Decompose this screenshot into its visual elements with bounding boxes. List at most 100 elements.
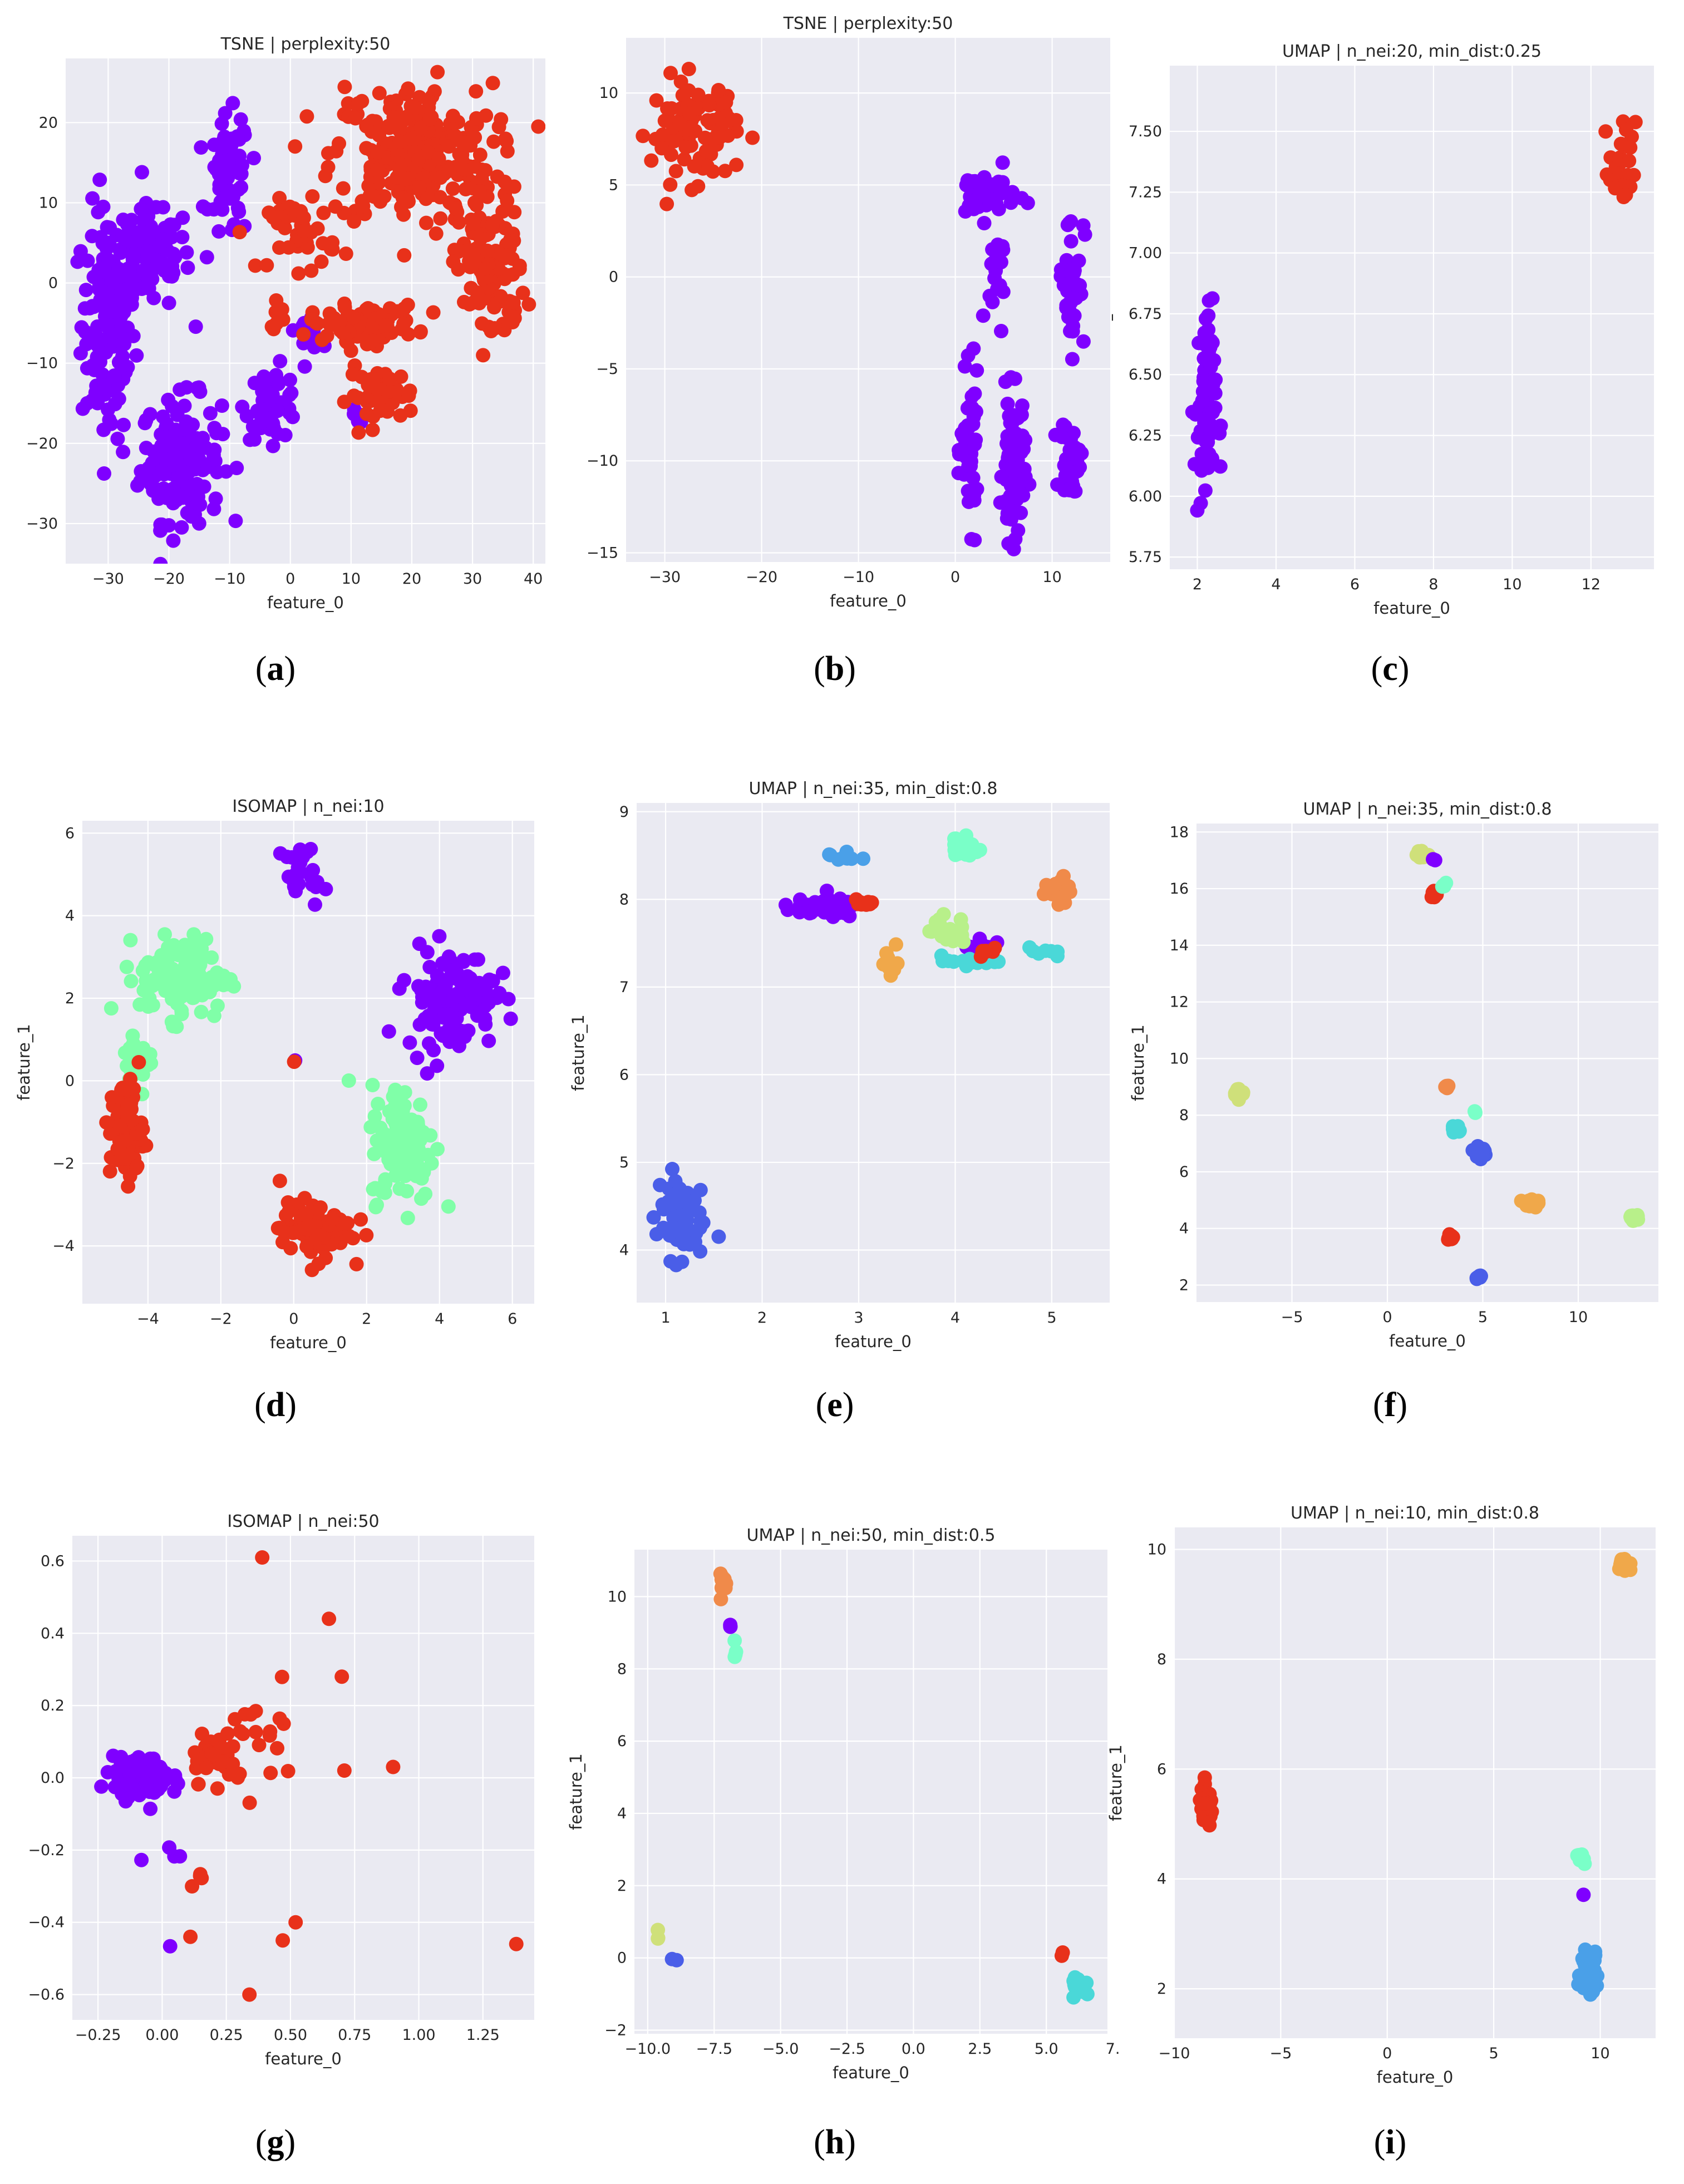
y-tick-label: 8 xyxy=(1157,1651,1166,1668)
scatter-point xyxy=(1039,877,1054,893)
scatter-point xyxy=(285,1225,301,1240)
scatter-point xyxy=(297,224,312,238)
scatter-point xyxy=(778,898,793,913)
y-tick-label: 6 xyxy=(619,1066,629,1083)
scatter-point xyxy=(311,1227,326,1243)
chart-title: UMAP | n_nei:50, min_dist:0.5 xyxy=(747,1526,996,1545)
scatter-point xyxy=(232,204,247,219)
scatter-point xyxy=(984,177,999,192)
scatter-point xyxy=(842,909,857,924)
y-tick-label: 10 xyxy=(1170,1050,1189,1067)
y-tick-label: 8 xyxy=(619,891,629,908)
scatter-point xyxy=(183,1929,198,1944)
scatter-point xyxy=(229,461,244,475)
scatter-point xyxy=(274,1669,289,1684)
scatter-point xyxy=(199,250,214,265)
scatter-point xyxy=(1050,949,1065,964)
scatter-point xyxy=(354,369,369,384)
scatter-point xyxy=(952,443,966,457)
scatter-point xyxy=(347,214,362,229)
scatter-point xyxy=(373,1120,388,1135)
scatter-point xyxy=(359,302,374,317)
scatter-point xyxy=(310,316,325,331)
scatter-point xyxy=(209,162,224,177)
series-lime xyxy=(1623,1208,1646,1228)
x-tick-label: 0.00 xyxy=(145,2027,179,2044)
scatter-point xyxy=(296,327,311,342)
x-axis-label: feature_0 xyxy=(1389,1332,1466,1350)
y-tick-label: 6.75 xyxy=(1129,305,1162,323)
scatter-point xyxy=(531,119,545,134)
scatter-points xyxy=(1185,114,1643,518)
scatter-point xyxy=(485,218,500,233)
series-purple xyxy=(273,842,518,1081)
scatter-point xyxy=(349,1256,364,1271)
scatter-point xyxy=(471,952,485,967)
scatter-point xyxy=(455,977,470,992)
scatter-point xyxy=(723,1619,738,1634)
scatter-point xyxy=(397,973,412,988)
scatter-point xyxy=(100,319,115,334)
scatter-point xyxy=(1194,463,1209,478)
y-tick-label: 18 xyxy=(1170,824,1189,841)
series-purple xyxy=(70,96,368,564)
scatter-point xyxy=(88,386,104,401)
x-tick-label: 30 xyxy=(463,570,482,588)
scatter-point xyxy=(123,933,138,948)
scatter-point xyxy=(441,139,456,154)
x-tick-label: 12 xyxy=(1582,576,1601,593)
scatter-point xyxy=(163,1939,178,1954)
scatter-point xyxy=(712,130,727,145)
scatter-point xyxy=(110,431,125,446)
scatter-point xyxy=(961,458,976,473)
scatter-point xyxy=(143,1801,158,1816)
scatter-point xyxy=(401,81,416,96)
x-tick-label: 40 xyxy=(524,570,543,588)
scatter-point xyxy=(1055,430,1070,445)
scatter-point xyxy=(462,996,477,1010)
scatter-point xyxy=(145,272,160,287)
y-tick-label: 20 xyxy=(39,114,58,131)
scatter-point xyxy=(277,220,292,235)
series-red xyxy=(232,65,545,440)
scatter-point xyxy=(392,162,407,177)
scatter-point xyxy=(474,171,489,186)
plot-area xyxy=(637,803,1110,1303)
scatter-point xyxy=(487,300,501,315)
scatter-point xyxy=(126,1081,141,1096)
scatter-point xyxy=(1190,503,1205,518)
y-tick-label: 10 xyxy=(608,1588,627,1605)
scatter-point xyxy=(386,1127,401,1142)
x-tick-label: −0.25 xyxy=(75,2027,121,2044)
scatter-point xyxy=(341,96,356,111)
scatter-point xyxy=(1427,890,1442,905)
scatter-point xyxy=(659,196,674,211)
scatter-point xyxy=(134,1852,149,1867)
scatter-point xyxy=(283,372,297,387)
y-axis-label: feature_1 xyxy=(1129,1024,1148,1101)
scatter-point xyxy=(687,159,702,174)
scatter-point xyxy=(697,130,712,145)
scatter-point xyxy=(269,293,284,308)
scatter-point xyxy=(478,983,493,998)
scatter-point xyxy=(422,1036,436,1051)
scatter-point xyxy=(102,1164,117,1179)
scatter-point xyxy=(446,254,461,269)
scatter-point xyxy=(501,992,516,1007)
series-green xyxy=(104,927,456,1225)
scatter-point xyxy=(308,897,322,912)
scatter-point xyxy=(154,1778,169,1793)
chart-title: UMAP | n_nei:10, min_dist:0.8 xyxy=(1291,1503,1539,1523)
x-tick-label: 6 xyxy=(508,1310,517,1328)
scatter-point xyxy=(966,341,981,356)
y-tick-label: 5 xyxy=(619,1154,629,1171)
scatter-point xyxy=(209,426,224,441)
scatter-point xyxy=(168,1768,183,1783)
scatter-point xyxy=(114,1082,129,1097)
scatter-point xyxy=(134,201,149,216)
scatter-point xyxy=(412,936,427,952)
scatter-point xyxy=(1414,847,1429,862)
scatter-point xyxy=(1012,433,1027,448)
scatter-point xyxy=(485,76,500,91)
scatter-point xyxy=(1070,464,1085,479)
